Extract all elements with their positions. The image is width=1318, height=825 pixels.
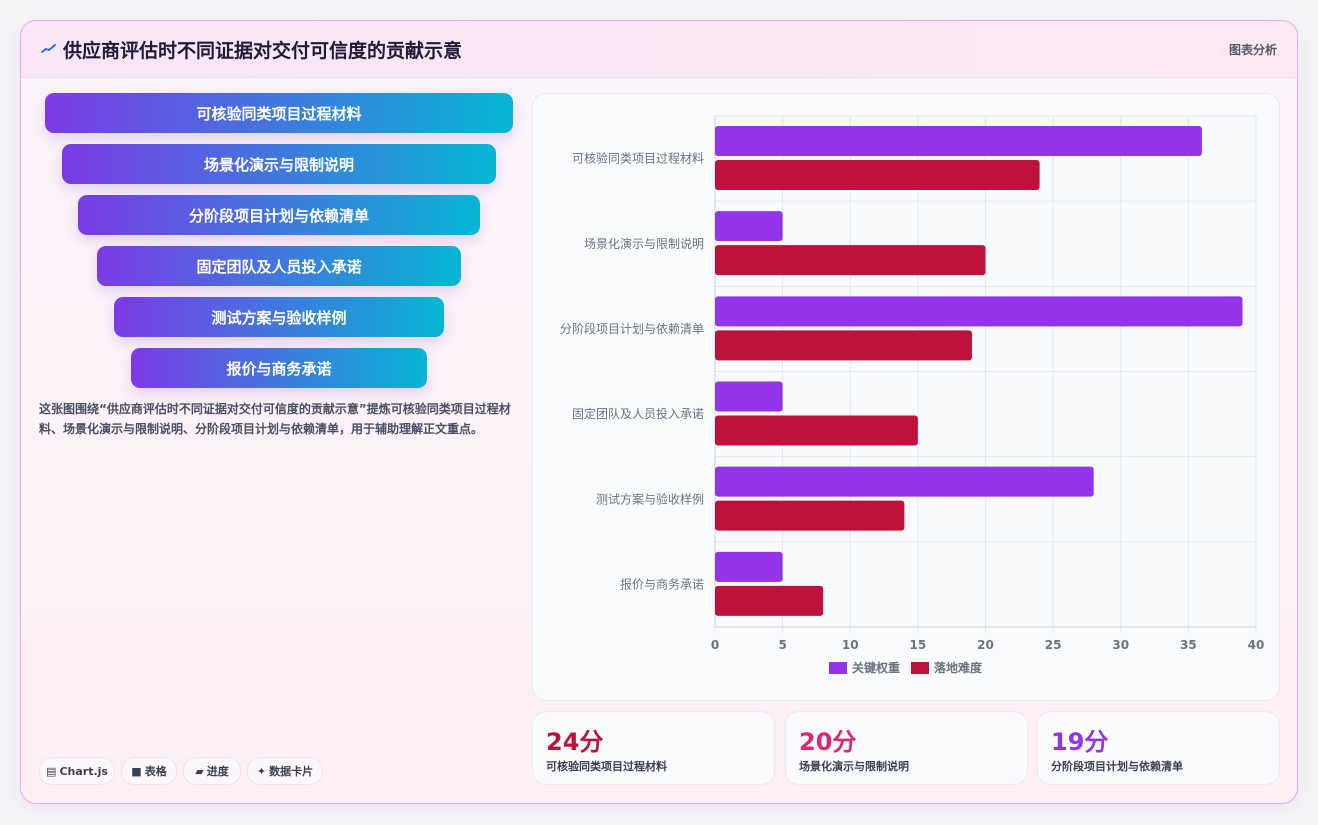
category-label: 固定团队及人员投入承诺 xyxy=(572,406,704,421)
category-label: 测试方案与验收样例 xyxy=(596,491,704,506)
bar xyxy=(715,296,1242,326)
chip-label: Chart.js xyxy=(59,765,108,778)
x-tick-label: 20 xyxy=(977,638,994,652)
x-tick-label: 0 xyxy=(711,638,719,652)
chip-label: 表格 xyxy=(145,763,167,779)
bar xyxy=(715,126,1202,156)
category-label: 场景化演示与限制说明 xyxy=(584,236,704,251)
stat-value: 19分 xyxy=(1051,722,1108,757)
bar xyxy=(715,382,783,412)
funnel-item: 固定团队及人员投入承诺 xyxy=(97,246,461,286)
category-label: 分阶段项目计划与依赖清单 xyxy=(560,321,704,336)
funnel-item: 报价与商务承诺 xyxy=(131,348,427,388)
bar xyxy=(715,552,783,582)
bar xyxy=(715,245,986,275)
bar xyxy=(715,211,783,241)
stat-value: 24分 xyxy=(546,722,603,757)
chart-icon: ▤ xyxy=(46,765,56,778)
x-tick-label: 25 xyxy=(1045,638,1062,652)
page-title: 供应商评估时不同证据对交付可信度的贡献示意 xyxy=(63,36,462,63)
bar xyxy=(715,586,823,616)
bar-chart: 0 5 10 15 20 25 30 35 40 可核验同类项目过程材料场景化演示与限制说明分阶段… xyxy=(533,94,1279,700)
chip-label: 进度 xyxy=(207,763,229,779)
main-card: 供应商评估时不同证据对交付可信度的贡献示意 图表分析 可核验同类项目过程材料 场… xyxy=(20,20,1298,804)
stat-card: 19分 分阶段项目计划与依赖清单 xyxy=(1037,711,1280,785)
legend-label: 关键权重 xyxy=(852,660,900,675)
stat-label: 分阶段项目计划与依赖清单 xyxy=(1051,758,1183,774)
bar xyxy=(715,501,904,531)
trend-icon xyxy=(41,41,57,57)
x-tick-label: 15 xyxy=(910,638,927,652)
chip-label: 数据卡片 xyxy=(269,763,313,779)
x-tick-label: 40 xyxy=(1248,638,1265,652)
stat-card: 20分 场景化演示与限制说明 xyxy=(785,711,1028,785)
x-tick-label: 5 xyxy=(778,638,786,652)
x-tick-label: 30 xyxy=(1112,638,1129,652)
description: 这张图围绕“供应商评估时不同证据对交付可信度的贡献示意”提炼可核验同类项目过程材… xyxy=(39,399,517,439)
header-tag: 图表分析 xyxy=(1229,41,1277,58)
table-icon: ■ xyxy=(131,765,141,778)
bar xyxy=(715,330,972,360)
legend-swatch xyxy=(911,662,929,674)
chip-data-card[interactable]: ✦ 数据卡片 xyxy=(247,757,323,785)
stat-value: 20分 xyxy=(799,722,856,757)
bar xyxy=(715,416,918,446)
x-tick-label: 10 xyxy=(842,638,859,652)
progress-icon: ▰ xyxy=(195,765,203,778)
x-tick-label: 35 xyxy=(1180,638,1197,652)
category-label: 可核验同类项目过程材料 xyxy=(572,151,704,166)
sparkle-icon: ✦ xyxy=(257,765,266,778)
funnel-item: 可核验同类项目过程材料 xyxy=(45,93,513,133)
stat-label: 场景化演示与限制说明 xyxy=(799,758,909,774)
funnel-item: 测试方案与验收样例 xyxy=(114,297,444,337)
chart-panel: 0 5 10 15 20 25 30 35 40 可核验同类项目过程材料场景化演示与限制说明分阶段… xyxy=(532,93,1280,701)
category-label: 报价与商务承诺 xyxy=(620,576,704,591)
chip-chartjs[interactable]: ▤ Chart.js xyxy=(39,757,115,785)
funnel-item: 分阶段项目计划与依赖清单 xyxy=(78,195,480,235)
bar xyxy=(715,160,1040,190)
funnel-item: 场景化演示与限制说明 xyxy=(62,144,496,184)
legend-swatch xyxy=(829,662,847,674)
stat-card: 24分 可核验同类项目过程材料 xyxy=(532,711,775,785)
legend-label: 落地难度 xyxy=(934,660,983,675)
chip-table[interactable]: ■ 表格 xyxy=(121,757,177,785)
chip-progress[interactable]: ▰ 进度 xyxy=(183,757,241,785)
card-header: 供应商评估时不同证据对交付可信度的贡献示意 图表分析 xyxy=(21,21,1297,78)
bar xyxy=(715,467,1094,497)
stat-label: 可核验同类项目过程材料 xyxy=(546,758,667,774)
